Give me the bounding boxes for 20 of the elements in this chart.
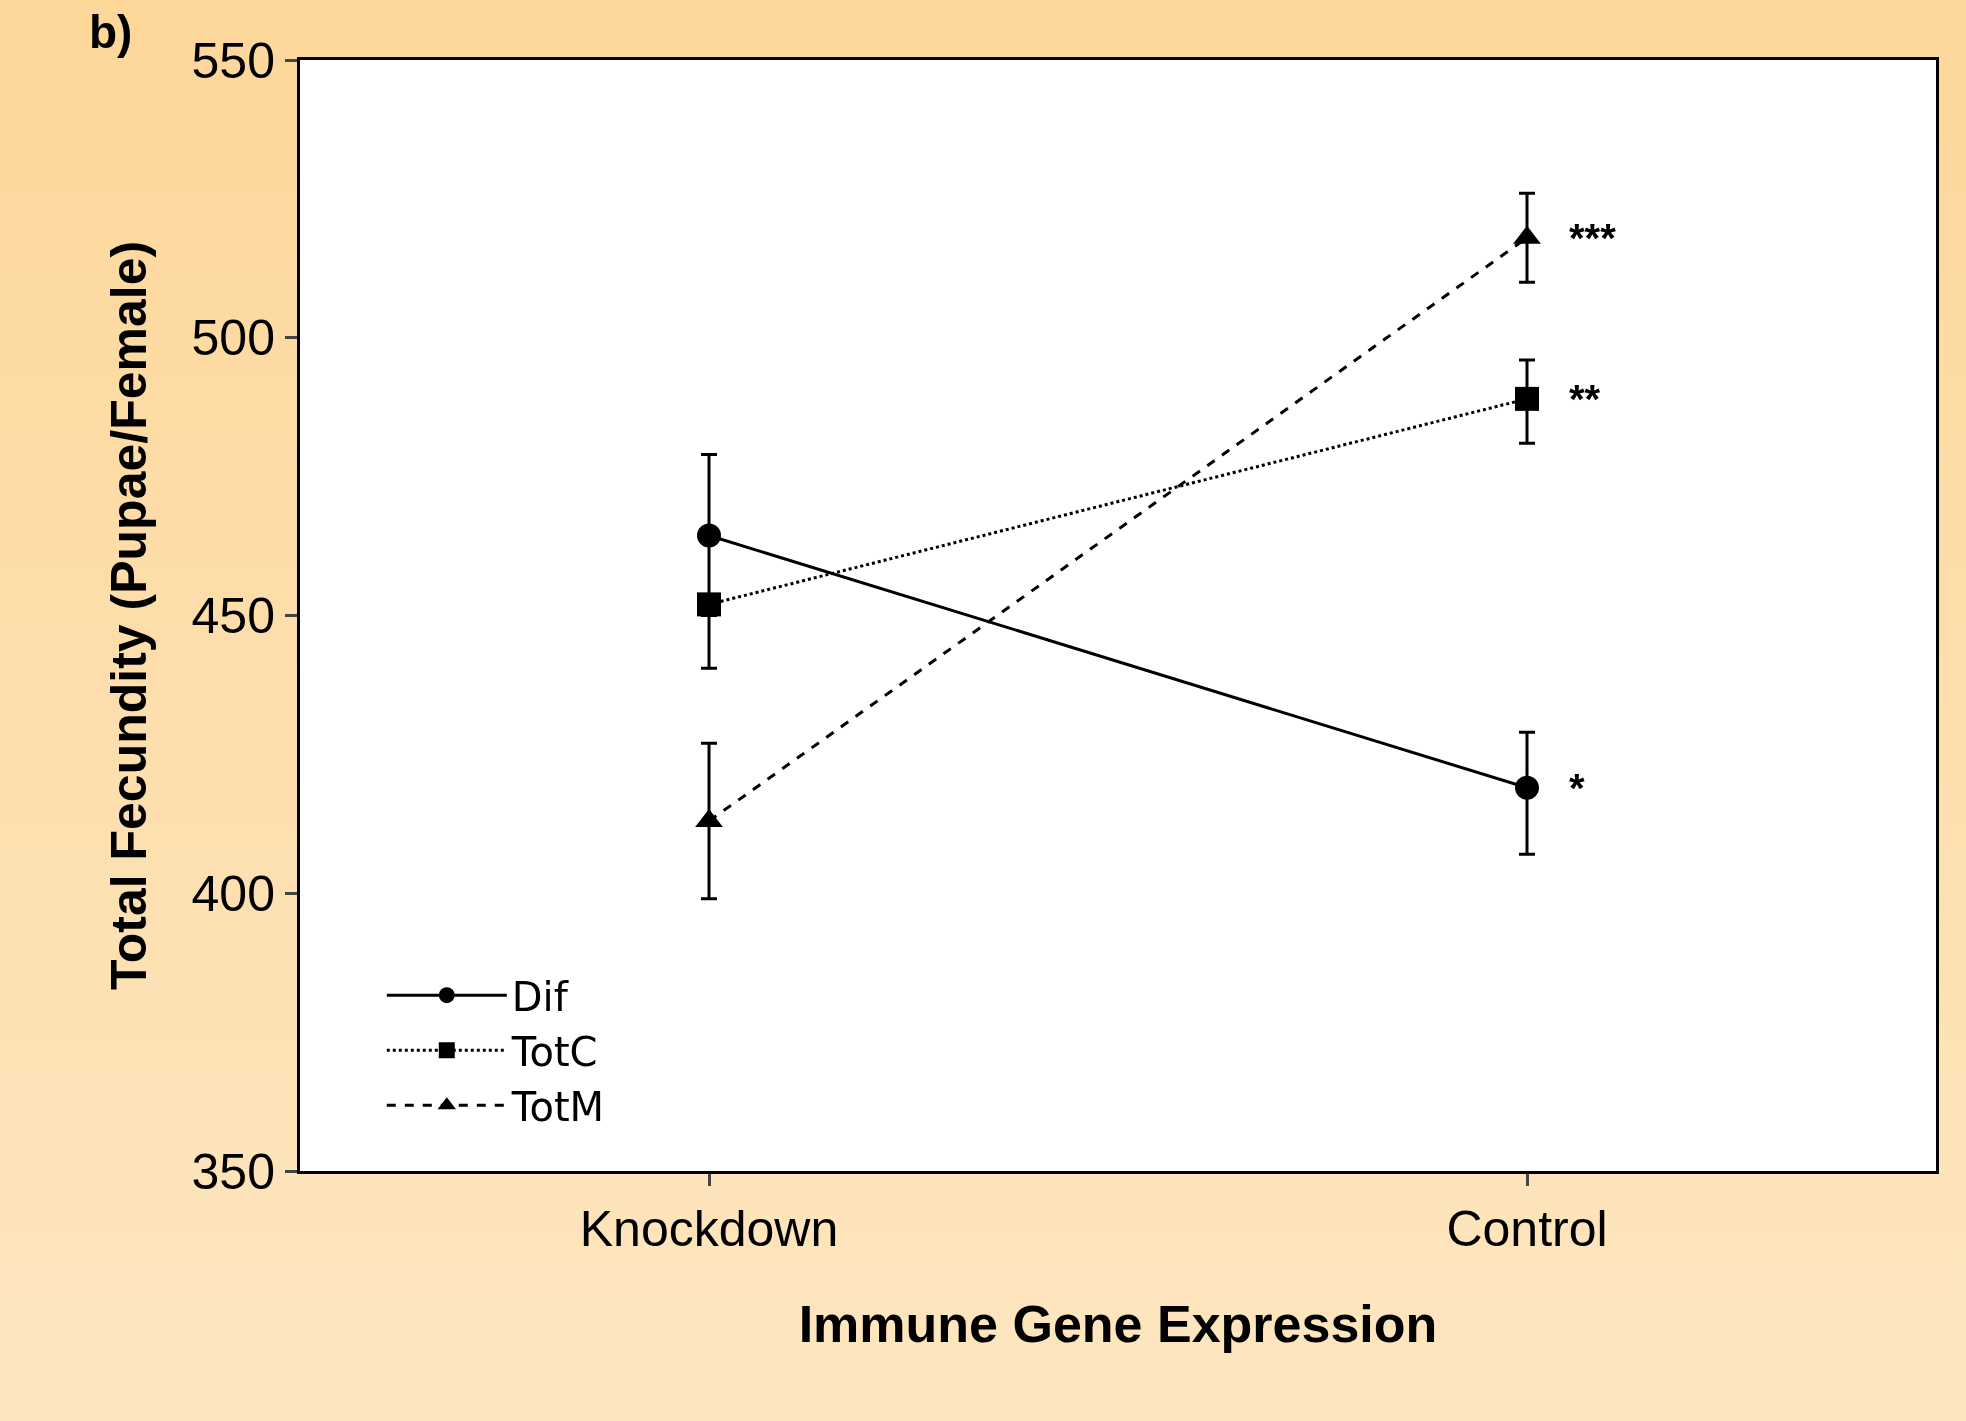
annotation: **: [1569, 377, 1601, 421]
x-tick-label: Control: [1446, 1201, 1608, 1257]
point: [1515, 386, 1539, 411]
x-tick-label: Knockdown: [579, 1201, 839, 1257]
point: [697, 523, 721, 548]
annotation: ***: [1569, 216, 1617, 260]
y-tick-label: 350: [191, 1143, 275, 1200]
y-tick-label: 500: [191, 310, 275, 367]
legend-label: TotC: [510, 1028, 598, 1075]
point: [1515, 775, 1539, 800]
y-tick-label: 400: [191, 865, 275, 922]
legend-label: Dif: [511, 973, 569, 1020]
y-tick-label: 450: [191, 588, 275, 644]
x-axis-title: Immune Gene Expression: [798, 1294, 1438, 1353]
legend-label: TotM: [510, 1083, 605, 1130]
annotation: *: [1569, 766, 1585, 810]
point: [697, 592, 721, 617]
y-tick-label: 550: [191, 32, 275, 89]
y-axis-title: Total Fecundity (Pupae/Female): [100, 240, 157, 991]
text: b): [89, 6, 133, 58]
